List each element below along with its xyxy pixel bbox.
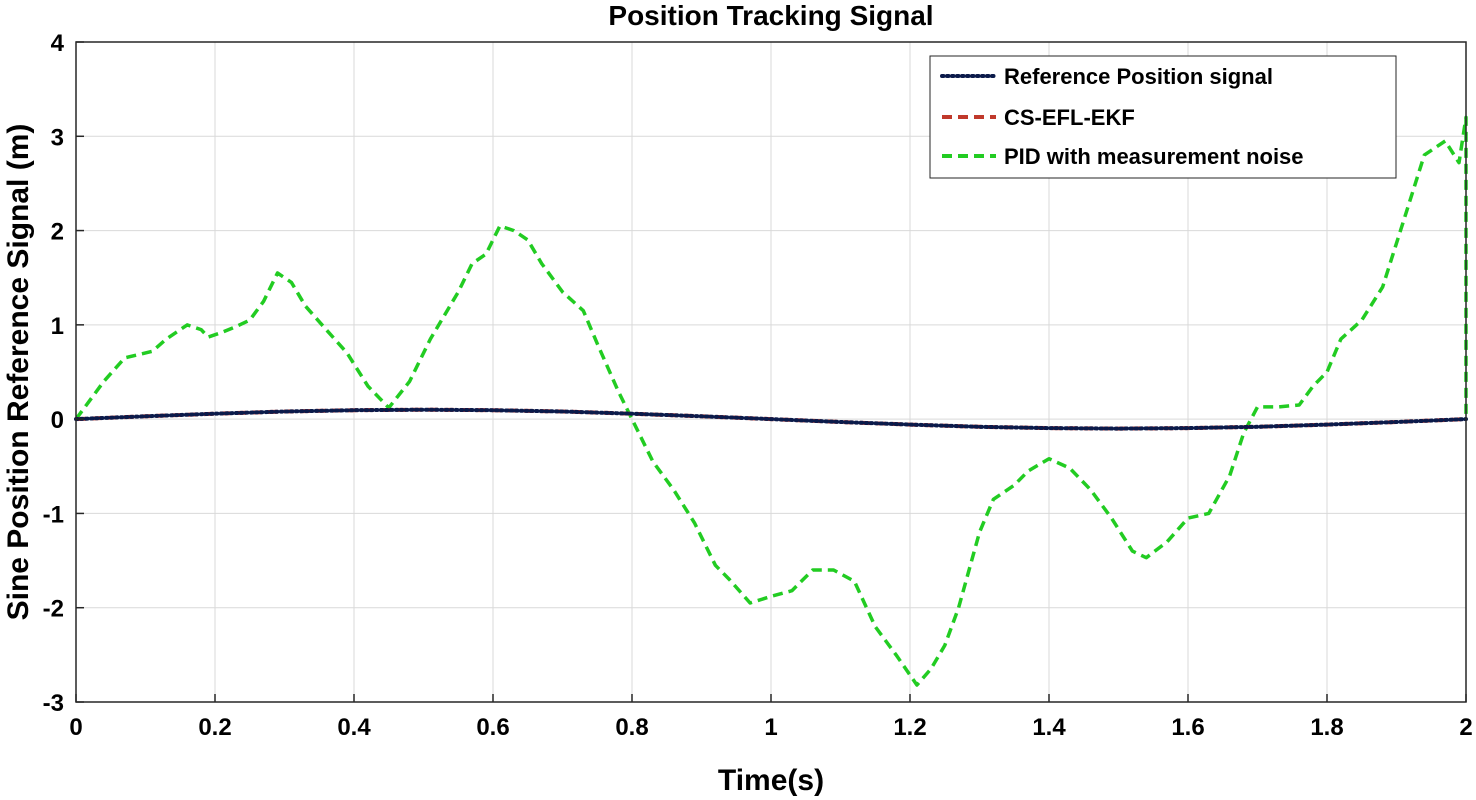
y-tick-label: 0 (51, 407, 64, 434)
legend-label-pid: PID with measurement noise (1004, 144, 1304, 169)
y-tick-label: -2 (43, 596, 64, 623)
y-tick-label: 3 (51, 124, 64, 151)
x-tick-label: 1.8 (1310, 714, 1343, 741)
x-tick-label: 1.6 (1171, 714, 1204, 741)
y-tick-label: -3 (43, 690, 64, 717)
y-tick-label: -1 (43, 501, 64, 528)
series-layer (74, 115, 1468, 687)
x-tick-label: 0.6 (476, 714, 509, 741)
x-tick-label: 0 (69, 714, 82, 741)
x-axis: 0 0.2 0.4 0.6 0.8 1 1.2 1.4 1.6 1.8 2 (69, 694, 1473, 741)
x-tick-label: 1.2 (893, 714, 926, 741)
legend-label-cs-efl-ekf: CS-EFL-EKF (1004, 105, 1135, 130)
x-tick-label: 1 (764, 714, 777, 741)
series-line-reference-position-signal (74, 407, 1468, 431)
y-tick-label: 2 (51, 219, 64, 246)
x-tick-label: 2 (1459, 714, 1472, 741)
x-tick-label: 0.8 (615, 714, 648, 741)
y-tick-label: 4 (51, 30, 65, 57)
y-axis-label: Sine Position Reference Signal (m) (2, 124, 35, 621)
x-axis-label: Time(s) (718, 764, 824, 797)
legend-box (929, 55, 1397, 179)
legend: Reference Position signal CS-EFL-EKF PID… (929, 55, 1397, 179)
legend-label-reference: Reference Position signal (1004, 64, 1273, 89)
series-line-pid-with-measurement-noise (74, 115, 1468, 687)
y-tick-label: 1 (51, 313, 64, 340)
x-tick-label: 1.4 (1032, 714, 1066, 741)
x-tick-label: 0.4 (337, 714, 371, 741)
x-tick-label: 0.2 (198, 714, 231, 741)
y-axis: -3 -2 -1 0 1 2 3 4 (43, 30, 84, 717)
chart-title: Position Tracking Signal (608, 0, 933, 31)
